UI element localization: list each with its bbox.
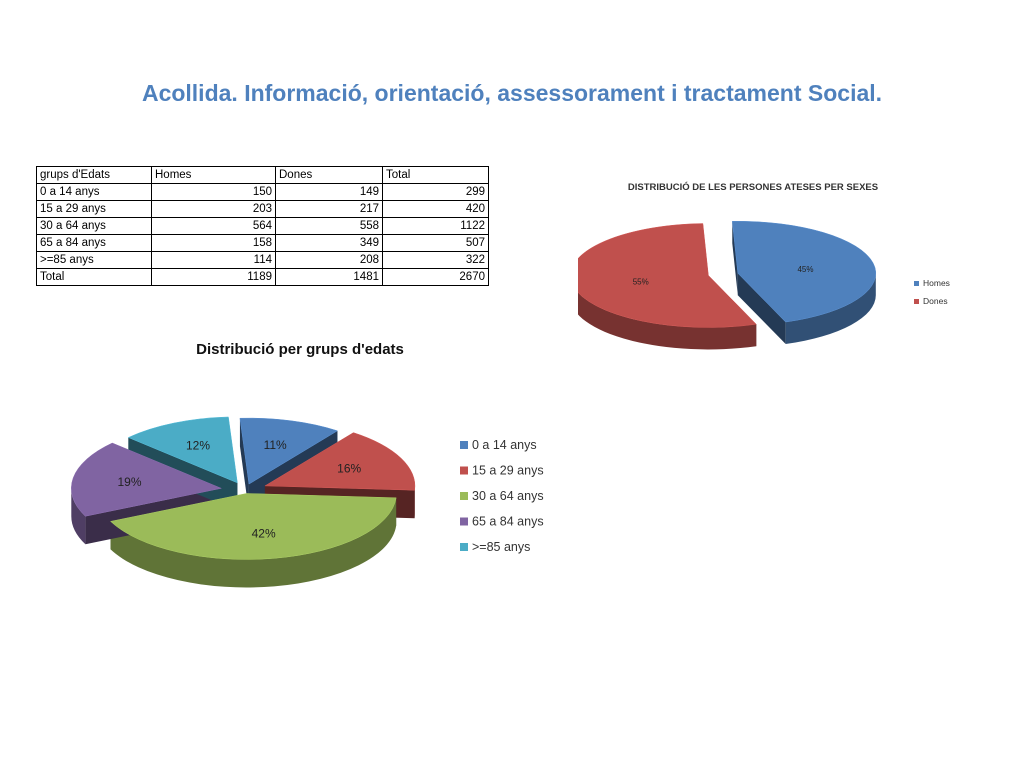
- pie-data-label: 16%: [337, 462, 361, 476]
- pie-data-label: 19%: [117, 475, 141, 489]
- table-header-cell: Dones: [275, 166, 383, 184]
- table-cell: 150: [151, 183, 276, 201]
- table-cell: 65 a 84 anys: [36, 234, 152, 252]
- table-header-row: grups d'Edats Homes Dones Total: [36, 166, 489, 184]
- legend-entry: 0 a 14 anys: [472, 438, 537, 452]
- table-cell: 349: [275, 234, 383, 252]
- pie-slice-homes: [732, 221, 877, 323]
- age-pie-svg: Distribució per grups d'edats 11% 16% 42% 19…: [71, 341, 544, 588]
- table-cell: 1481: [275, 268, 383, 286]
- table-header-cell: Total: [382, 166, 489, 184]
- legend-entry: 65 a 84 anys: [472, 515, 544, 529]
- legend-entry: 30 a 64 anys: [472, 489, 544, 503]
- legend-entry: >=85 anys: [472, 540, 530, 554]
- pie-slice-wall: [732, 221, 738, 296]
- pie-slice-0-a-14-anys: [239, 417, 339, 485]
- table-cell: 114: [151, 251, 276, 269]
- table-cell: 203: [151, 200, 276, 218]
- table-header-cell: grups d'Edats: [36, 166, 152, 184]
- age-distribution-chart: Distribució per grups d'edats 11% 16% 42% 19…: [40, 330, 620, 600]
- table-cell: Total: [36, 268, 152, 286]
- page-title: Acollida. Informació, orientació, assess…: [141, 80, 883, 106]
- sex-distribution-chart: DISTRIBUCIÓ DE LES PERSONES ATESES PER S…: [570, 168, 966, 382]
- legend-swatch: [914, 299, 919, 304]
- legend-entry: Homes: [923, 278, 950, 288]
- table-cell: 558: [275, 217, 383, 235]
- pie-data-label: 12%: [186, 439, 210, 453]
- sex-pie-svg: DISTRIBUCIÓ DE LES PERSONES ATESES PER S…: [570, 181, 950, 350]
- pie-slice-15-a-29-anys: [264, 432, 416, 491]
- table-cell: 15 a 29 anys: [36, 200, 152, 218]
- chart-title: Distribució per grups d'edats: [196, 341, 404, 358]
- pie-data-label: 45%: [797, 265, 813, 274]
- table-cell: 1122: [382, 217, 489, 235]
- pie-data-label: 11%: [264, 438, 287, 452]
- table-row: Total 1189 1481 2670: [36, 268, 489, 286]
- pie-slice-side: [71, 488, 86, 545]
- table-cell: 322: [382, 251, 489, 269]
- table-cell: 158: [151, 234, 276, 252]
- table-cell: >=85 anys: [36, 251, 152, 269]
- table-row: 0 a 14 anys 150 149 299: [36, 183, 489, 201]
- table-cell: 30 a 64 anys: [36, 217, 152, 235]
- pie-slice-side: [570, 275, 757, 350]
- table-cell: 208: [275, 251, 383, 269]
- table-row: 30 a 64 anys 564 558 1122: [36, 217, 489, 235]
- age-sex-table: grups d'Edats Homes Dones Total 0 a 14 anys 1…: [36, 166, 489, 286]
- table-row: >=85 anys 114 208 322: [36, 251, 489, 269]
- table-cell: 217: [275, 200, 383, 218]
- pie-slice-wall: [737, 273, 786, 345]
- table-cell: 1189: [151, 268, 276, 286]
- pie-slice-30-a-64-anys: [110, 493, 397, 560]
- pie-data-label: 42%: [252, 527, 276, 541]
- pie-slice--85-anys: [127, 416, 238, 484]
- pie-data-label: 55%: [633, 278, 649, 287]
- legend-swatch: [914, 281, 919, 286]
- legend-entry: 15 a 29 anys: [472, 464, 544, 478]
- table-cell: 564: [151, 217, 276, 235]
- table-cell: 149: [275, 183, 383, 201]
- table-cell: 2670: [382, 268, 489, 286]
- table-row: 65 a 84 anys 158 349 507: [36, 234, 489, 252]
- pie-slice-side: [110, 497, 397, 588]
- pie-slice-wall: [239, 418, 249, 513]
- pie-slice-side: [785, 273, 876, 345]
- table-cell: 299: [382, 183, 489, 201]
- table-row: 15 a 29 anys 203 217 420: [36, 200, 489, 218]
- legend-swatch: [460, 466, 468, 475]
- table-cell: 420: [382, 200, 489, 218]
- legend-swatch: [460, 543, 468, 551]
- legend-swatch: [460, 517, 468, 526]
- legend-swatch: [460, 441, 468, 449]
- pie-slice-65-a-84-anys: [71, 442, 223, 517]
- legend-entry: Dones: [923, 296, 948, 306]
- legend-swatch: [460, 492, 468, 500]
- table-header-cell: Homes: [151, 166, 276, 184]
- chart-title: DISTRIBUCIÓ DE LES PERSONES ATESES PER S…: [628, 181, 878, 193]
- table-cell: 0 a 14 anys: [36, 183, 152, 201]
- table-cell: 507: [382, 234, 489, 252]
